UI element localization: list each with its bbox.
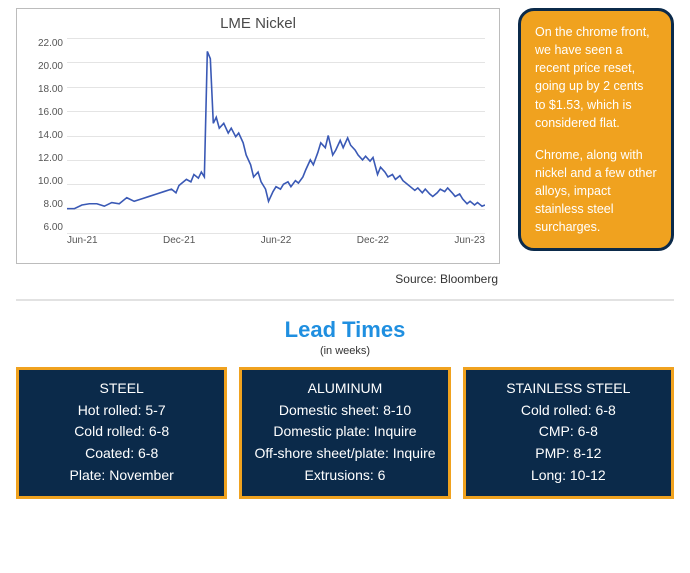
lead-time-line: Cold rolled: 6-8 [472, 400, 665, 422]
y-tick-label: 22.00 [27, 38, 63, 49]
line-series [67, 51, 485, 208]
lead-time-line: Off-shore sheet/plate: Inquire [248, 443, 441, 465]
y-tick-label: 20.00 [27, 61, 63, 72]
lead-time-line: Cold rolled: 6-8 [25, 421, 218, 443]
lead-time-line: Domestic sheet: 8-10 [248, 400, 441, 422]
chart-area: 22.00 20.00 18.00 16.00 14.00 12.00 10.00 8.00 6… [27, 38, 489, 253]
chart-series [67, 38, 485, 233]
lead-time-card-name: ALUMINUM [248, 378, 441, 400]
chart-source: Source: Bloomberg [16, 272, 500, 286]
lead-time-line: Hot rolled: 5-7 [25, 400, 218, 422]
y-tick-label: 8.00 [27, 199, 63, 210]
x-tick-label: Jun-23 [454, 235, 485, 253]
callout-box: On the chrome front, we have seen a rece… [518, 8, 674, 251]
lead-time-card-name: STEEL [25, 378, 218, 400]
lead-times-section: Lead Times (in weeks) STEELHot rolled: 5… [0, 309, 690, 515]
top-row: LME Nickel 22.00 20.00 18.00 16.00 14.00 12.0… [0, 0, 690, 290]
lead-time-card: STEELHot rolled: 5-7Cold rolled: 6-8Coat… [16, 367, 227, 499]
lead-time-line: Domestic plate: Inquire [248, 421, 441, 443]
lead-time-line: Extrusions: 6 [248, 465, 441, 487]
chart-title: LME Nickel [27, 15, 489, 32]
x-tick-label: Dec-22 [357, 235, 389, 253]
lead-time-line: Plate: November [25, 465, 218, 487]
x-tick-label: Dec-21 [163, 235, 195, 253]
lead-time-card: STAINLESS STEELCold rolled: 6-8CMP: 6-8P… [463, 367, 674, 499]
x-tick-label: Jun-22 [261, 235, 292, 253]
y-tick-label: 14.00 [27, 130, 63, 141]
y-tick-label: 6.00 [27, 222, 63, 233]
x-tick-label: Jun-21 [67, 235, 98, 253]
lead-times-subtitle: (in weeks) [16, 345, 674, 357]
lead-time-card-name: STAINLESS STEEL [472, 378, 665, 400]
gridline [67, 233, 485, 234]
lead-times-grid: STEELHot rolled: 5-7Cold rolled: 6-8Coat… [16, 367, 674, 499]
section-divider [16, 298, 674, 301]
callout-para-1: On the chrome front, we have seen a rece… [535, 23, 657, 132]
lead-time-line: Coated: 6-8 [25, 443, 218, 465]
callout-para-2: Chrome, along with nickel and a few othe… [535, 146, 657, 237]
x-axis: Jun-21 Dec-21 Jun-22 Dec-22 Jun-23 [67, 235, 485, 253]
y-tick-label: 18.00 [27, 84, 63, 95]
lead-time-card: ALUMINUMDomestic sheet: 8-10Domestic pla… [239, 367, 450, 499]
chart-wrapper: LME Nickel 22.00 20.00 18.00 16.00 14.00 12.0… [16, 8, 500, 286]
lead-time-line: Long: 10-12 [472, 465, 665, 487]
y-axis: 22.00 20.00 18.00 16.00 14.00 12.00 10.00 8.00 6… [27, 38, 63, 233]
lead-times-title: Lead Times [16, 317, 674, 343]
y-tick-label: 10.00 [27, 176, 63, 187]
chart-box: LME Nickel 22.00 20.00 18.00 16.00 14.00 12.0… [16, 8, 500, 264]
y-tick-label: 16.00 [27, 107, 63, 118]
lead-time-line: CMP: 6-8 [472, 421, 665, 443]
y-tick-label: 12.00 [27, 153, 63, 164]
lead-time-line: PMP: 8-12 [472, 443, 665, 465]
